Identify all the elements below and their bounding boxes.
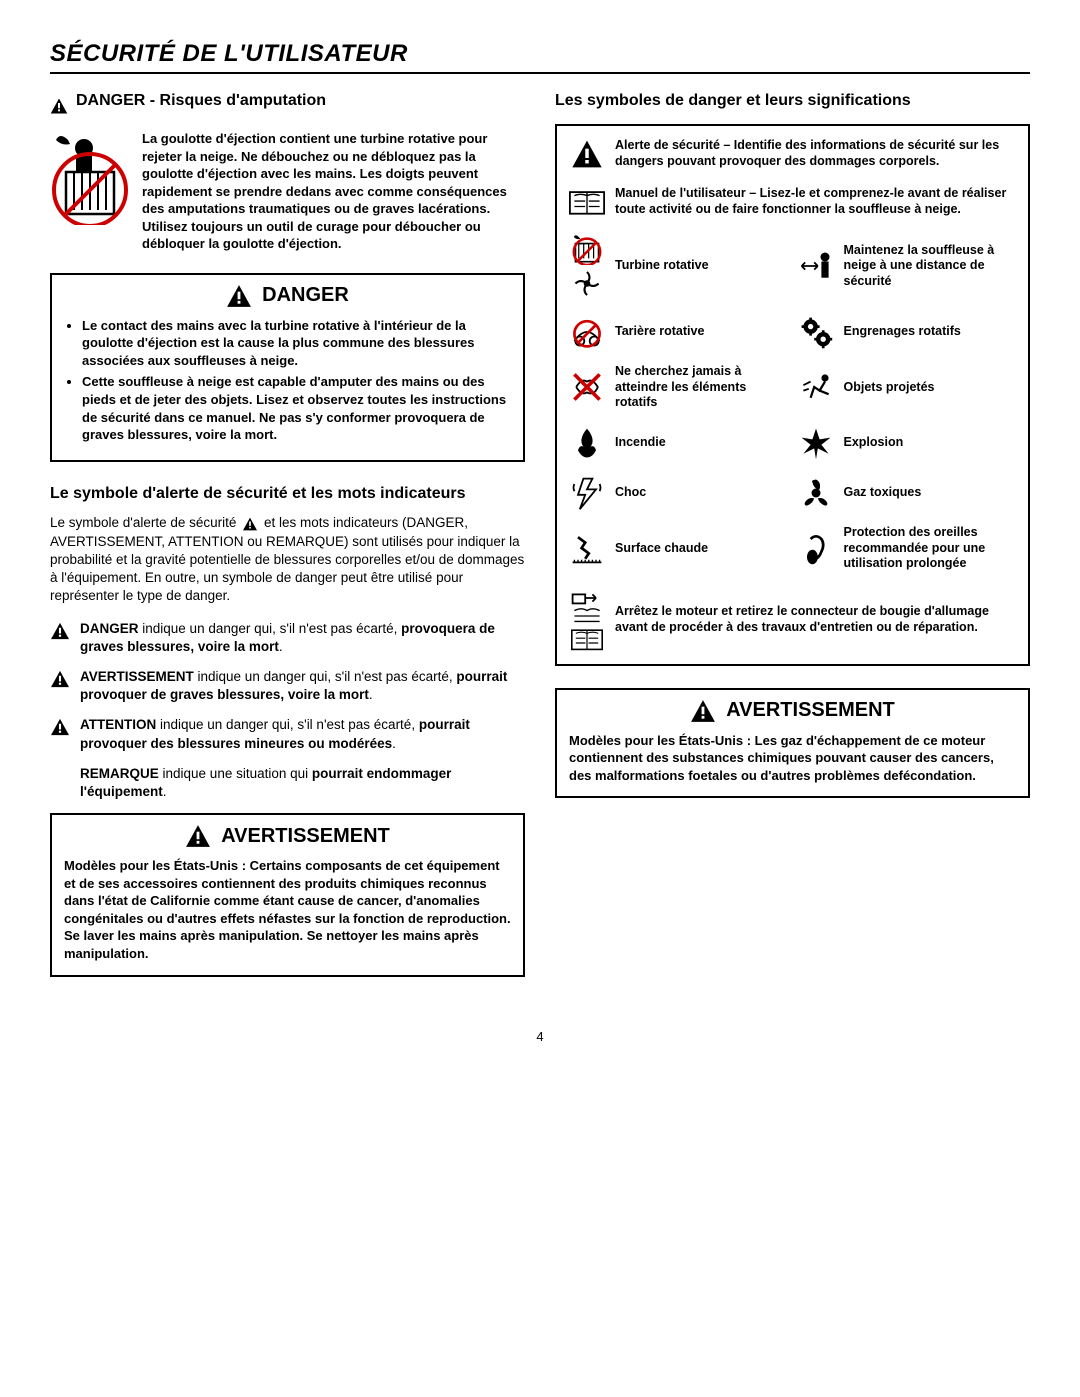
symbol-label: Turbine rotative <box>615 258 788 274</box>
amputation-heading-text: DANGER - Risques d'amputation <box>76 92 326 110</box>
page-title: SÉCURITÉ DE L'UTILISATEUR <box>50 40 1030 74</box>
right-column: Les symboles de danger et leurs signific… <box>555 92 1030 999</box>
warning-icon <box>50 670 70 693</box>
amputation-text: La goulotte d'éjection contient une turb… <box>142 130 525 253</box>
symbols-heading: Les symboles de danger et leurs signific… <box>555 92 1030 110</box>
symbol-label: Gaz toxiques <box>844 485 1017 501</box>
symbol-label: Manuel de l'utilisateur – Lisez-le et co… <box>615 186 1016 217</box>
symbol-label: Objets projetés <box>844 380 1017 396</box>
auger-icon <box>569 314 605 350</box>
signal-text: AVERTISSEMENT indique un danger qui, s'i… <box>80 668 525 704</box>
symbol-label: Alerte de sécurité – Identifie des infor… <box>615 138 1016 169</box>
turbine-icon <box>569 232 605 300</box>
danger-box: DANGER Le contact des mains avec la turb… <box>50 273 525 462</box>
avert-text: Modèles pour les États-Unis : Les gaz d'… <box>569 732 1016 785</box>
signal-row: AVERTISSEMENT indique un danger qui, s'i… <box>50 668 525 704</box>
signal-text: DANGER indique un danger qui, s'il n'est… <box>80 620 525 656</box>
no-reach-icon <box>569 369 605 405</box>
warning-icon <box>569 136 605 172</box>
shock-icon <box>569 475 605 511</box>
alert-subheading: Le symbole d'alerte de sécurité et les m… <box>50 484 525 505</box>
avert-text: Modèles pour les États-Unis : Certains c… <box>64 857 511 962</box>
symbol-label: Surface chaude <box>615 541 788 557</box>
hand-in-chute-icon <box>50 130 130 225</box>
avertissement-box-right: AVERTISSEMENT Modèles pour les États-Uni… <box>555 688 1030 799</box>
warning-icon <box>50 97 68 115</box>
symbol-label: Protection des oreilles recommandée pour… <box>844 525 1017 572</box>
warning-icon <box>50 622 70 645</box>
gears-icon <box>798 314 834 350</box>
warning-icon <box>242 517 258 531</box>
warning-icon <box>690 698 716 724</box>
manual-icon <box>569 184 605 220</box>
danger-bullet: Le contact des mains avec la turbine rot… <box>82 317 511 370</box>
toxic-gas-icon <box>798 475 834 511</box>
fire-icon <box>569 425 605 461</box>
symbol-label: Explosion <box>844 435 1017 451</box>
explosion-icon <box>798 425 834 461</box>
symbol-label: Arrêtez le moteur et retirez le connecte… <box>615 604 1016 635</box>
avert-title: AVERTISSEMENT <box>726 699 895 722</box>
ear-protection-icon <box>798 530 834 566</box>
avertissement-box-left: AVERTISSEMENT Modèles pour les États-Uni… <box>50 813 525 976</box>
symbols-box: Alerte de sécurité – Identifie des infor… <box>555 124 1030 666</box>
remarque-row: REMARQUE indique une situation qui pourr… <box>50 765 525 801</box>
symbol-label: Engrenages rotatifs <box>844 324 1017 340</box>
danger-title: DANGER <box>262 284 349 307</box>
amputation-heading: DANGER - Risques d'amputation <box>50 92 525 120</box>
hot-surface-icon <box>569 530 605 566</box>
signal-row: ATTENTION indique un danger qui, s'il n'… <box>50 716 525 752</box>
warning-icon <box>185 823 211 849</box>
thrown-objects-icon <box>798 369 834 405</box>
symbol-label: Choc <box>615 485 788 501</box>
alert-body: Le symbole d'alerte de sécurité et les m… <box>50 514 525 605</box>
warning-icon <box>226 283 252 309</box>
signal-row: DANGER indique un danger qui, s'il n'est… <box>50 620 525 656</box>
warning-icon <box>50 718 70 741</box>
avert-title: AVERTISSEMENT <box>221 825 390 848</box>
left-column: DANGER - Risques d'amputation La goulott… <box>50 92 525 999</box>
signal-text: ATTENTION indique un danger qui, s'il n'… <box>80 716 525 752</box>
symbol-label: Tarière rotative <box>615 324 788 340</box>
danger-bullet: Cette souffleuse à neige est capable d'a… <box>82 373 511 443</box>
symbol-label: Ne cherchez jamais à atteindre les éléme… <box>615 364 788 411</box>
stop-engine-icon <box>569 586 605 654</box>
page-number: 4 <box>50 1029 1030 1044</box>
symbol-label: Maintenez la souffleuse à neige à une di… <box>844 243 1017 290</box>
symbol-label: Incendie <box>615 435 788 451</box>
distance-icon <box>798 248 834 284</box>
